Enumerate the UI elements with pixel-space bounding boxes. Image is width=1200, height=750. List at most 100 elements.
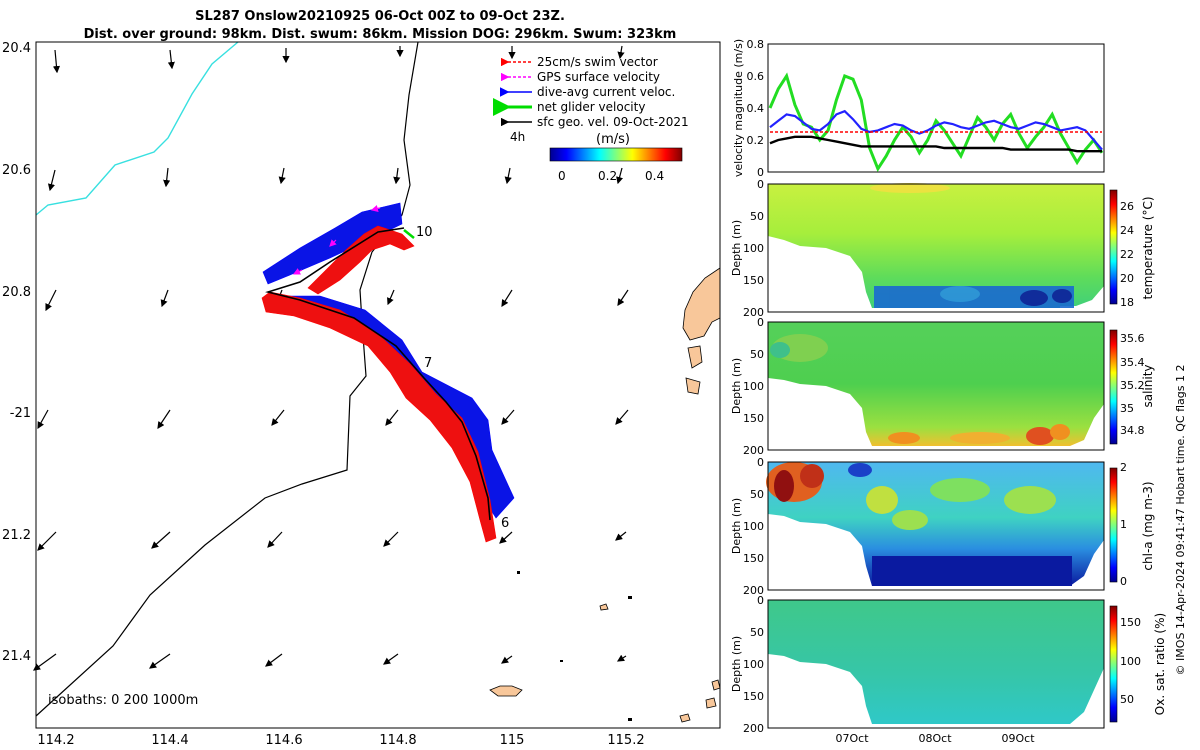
temp-cbar-tick: 18 <box>1120 296 1134 309</box>
section-colorbars <box>1109 189 1118 723</box>
section-x-ticks: 07Oct 08Oct 09Oct <box>835 732 1035 745</box>
velocity-series-layer <box>768 72 1104 173</box>
map-y-tick: 21.4 <box>2 649 31 664</box>
legend-sfc-geo-velocity: sfc geo. vel. 09-Oct-2021 <box>537 115 689 129</box>
map-x-tick: 114.2 <box>37 733 74 748</box>
temperature-section <box>768 184 1104 308</box>
temperature-colorbar <box>1109 189 1118 305</box>
chl-y-tick: 50 <box>750 488 764 501</box>
current-vector-field <box>33 45 629 671</box>
colorbar-tick-0.4: 0.4 <box>645 169 664 183</box>
chl-cbar-tick: 1 <box>1120 518 1127 531</box>
ox-cbar-tick: 150 <box>1120 616 1141 629</box>
ox-y-tick: 200 <box>743 722 764 735</box>
sal-cbar-label: salinity <box>1141 364 1155 407</box>
sal-y-label: Depth (m) <box>730 358 743 414</box>
sal-cbar-tick: 35.4 <box>1120 356 1145 369</box>
ox-y-tick: 0 <box>757 594 764 607</box>
velocity-y-tick: 0.2 <box>747 134 765 147</box>
salinity-panel <box>767 321 1105 451</box>
velocity-series-line-1 <box>769 109 1103 151</box>
ox-cbar-tick: 50 <box>1120 693 1134 706</box>
day-label-6: 6 <box>501 516 509 531</box>
chl-y-tick: 200 <box>743 584 764 597</box>
temp-y-tick: 0 <box>757 178 764 191</box>
temp-cbar-tick: 22 <box>1120 248 1134 261</box>
velocity-y-tick: 0 <box>757 166 764 179</box>
ox-y-label: Depth (m) <box>730 636 743 692</box>
map-legend: 25cm/s swim vector GPS surface velocity … <box>493 55 689 183</box>
temp-cbar-label: temperature (°C) <box>1141 197 1155 300</box>
colorbar-labels: temperature (°C) salinity chl-a (mg m-3)… <box>1141 197 1167 716</box>
section-x-tick-09Oct: 09Oct <box>1001 732 1035 745</box>
temp-y-tick: 100 <box>743 242 764 255</box>
net-glider-velocity-arrows <box>403 229 415 239</box>
map-y-tick: 20.8 <box>2 285 31 300</box>
velocity-y-tick: 0.4 <box>747 102 765 115</box>
glider-track-line <box>265 227 491 521</box>
map-x-tick: 115 <box>500 733 525 748</box>
day-label-7: 7 <box>424 356 432 371</box>
chl-y-tick: 100 <box>743 520 764 533</box>
isobath-0m <box>35 41 239 216</box>
map-x-tick: 114.4 <box>151 733 188 748</box>
velocity-series-line-3 <box>769 135 1102 153</box>
isobath-200m <box>35 41 419 717</box>
oxygen-section <box>768 600 1104 724</box>
salinity-features <box>770 334 1070 445</box>
isobaths-label: isobaths: 0 200 1000m <box>48 693 198 708</box>
velocity-y-tick: 0.6 <box>747 70 765 83</box>
day-label-10: 10 <box>416 225 433 240</box>
sal-y-tick: 0 <box>757 316 764 329</box>
sal-y-tick: 150 <box>743 412 764 425</box>
chlorophyll-panel <box>766 461 1105 591</box>
ox-cbar-label: Ox. sat. ratio (%) <box>1153 613 1167 715</box>
velocity-axes-frame <box>767 43 1105 173</box>
map-x-tick: 115.2 <box>607 733 644 748</box>
section-y-labels: Depth (m) Depth (m) Depth (m) Depth (m) <box>730 220 743 692</box>
temperature-axes-frame <box>767 183 1105 313</box>
colorbar-tick-0.2: 0.2 <box>598 169 617 183</box>
temp-y-tick: 150 <box>743 274 764 287</box>
section-x-tick-08Oct: 08Oct <box>918 732 952 745</box>
section-x-tick-07Oct: 07Oct <box>835 732 869 745</box>
sal-cbar-tick: 35.6 <box>1120 332 1145 345</box>
chl-cbar-tick: 2 <box>1120 461 1127 474</box>
temp-cbar-tick: 24 <box>1120 224 1134 237</box>
oxygen-colorbar <box>1109 605 1118 723</box>
land-patches <box>489 267 721 723</box>
chlorophyll-colorbar <box>1109 467 1118 583</box>
chl-cbar-label: chl-a (mg m-3) <box>1141 481 1155 570</box>
chl-y-tick: 150 <box>743 552 764 565</box>
map-y-tick: 20.4 <box>2 41 31 56</box>
temp-cbar-tick: 26 <box>1120 200 1134 213</box>
colorbar-ticks: 18 20 22 24 26 34.8 35 35.2 35.4 35.6 0 … <box>1120 200 1145 706</box>
gps-surface-velocity-arrows <box>292 205 381 275</box>
sal-cbar-tick: 34.8 <box>1120 424 1145 437</box>
sal-cbar-tick: 35.2 <box>1120 379 1145 392</box>
map-x-tick: 114.6 <box>265 733 302 748</box>
legend-net-glider-velocity: net glider velocity <box>537 100 645 114</box>
chlorophyll-axes-frame <box>767 461 1105 591</box>
map-y-tick: 20.6 <box>2 163 31 178</box>
temperature-features <box>870 183 1074 308</box>
figure-title: SL287 Onslow20210925 06-Oct 00Z to 09-Oc… <box>0 8 760 44</box>
title-line-2: Dist. over ground: 98km. Dist. swum: 86k… <box>83 27 677 42</box>
ox-y-tick: 150 <box>743 690 764 703</box>
day-labels: 10 7 6 <box>416 225 509 531</box>
title-line-1: SL287 Onslow20210925 06-Oct 00Z to 09-Oc… <box>195 9 565 24</box>
temp-y-tick: 50 <box>750 210 764 223</box>
map-y-ticks: 20.4 20.6 20.8 -21 21.2 21.4 <box>2 41 31 664</box>
map-y-tick: 21.2 <box>2 528 31 543</box>
salinity-colorbar <box>1109 329 1118 445</box>
velocity-y-label: velocity magnitude (m/s) <box>732 39 745 177</box>
chlorophyll-features <box>766 462 1072 586</box>
map-axes-frame <box>35 41 721 729</box>
temperature-panel <box>767 183 1105 313</box>
velocity-y-tick: 0.8 <box>747 38 765 51</box>
temp-cbar-tick: 20 <box>1120 272 1134 285</box>
sal-cbar-tick: 35 <box>1120 402 1134 415</box>
velocity-series-line-0 <box>768 72 1104 173</box>
salinity-section <box>768 322 1104 446</box>
